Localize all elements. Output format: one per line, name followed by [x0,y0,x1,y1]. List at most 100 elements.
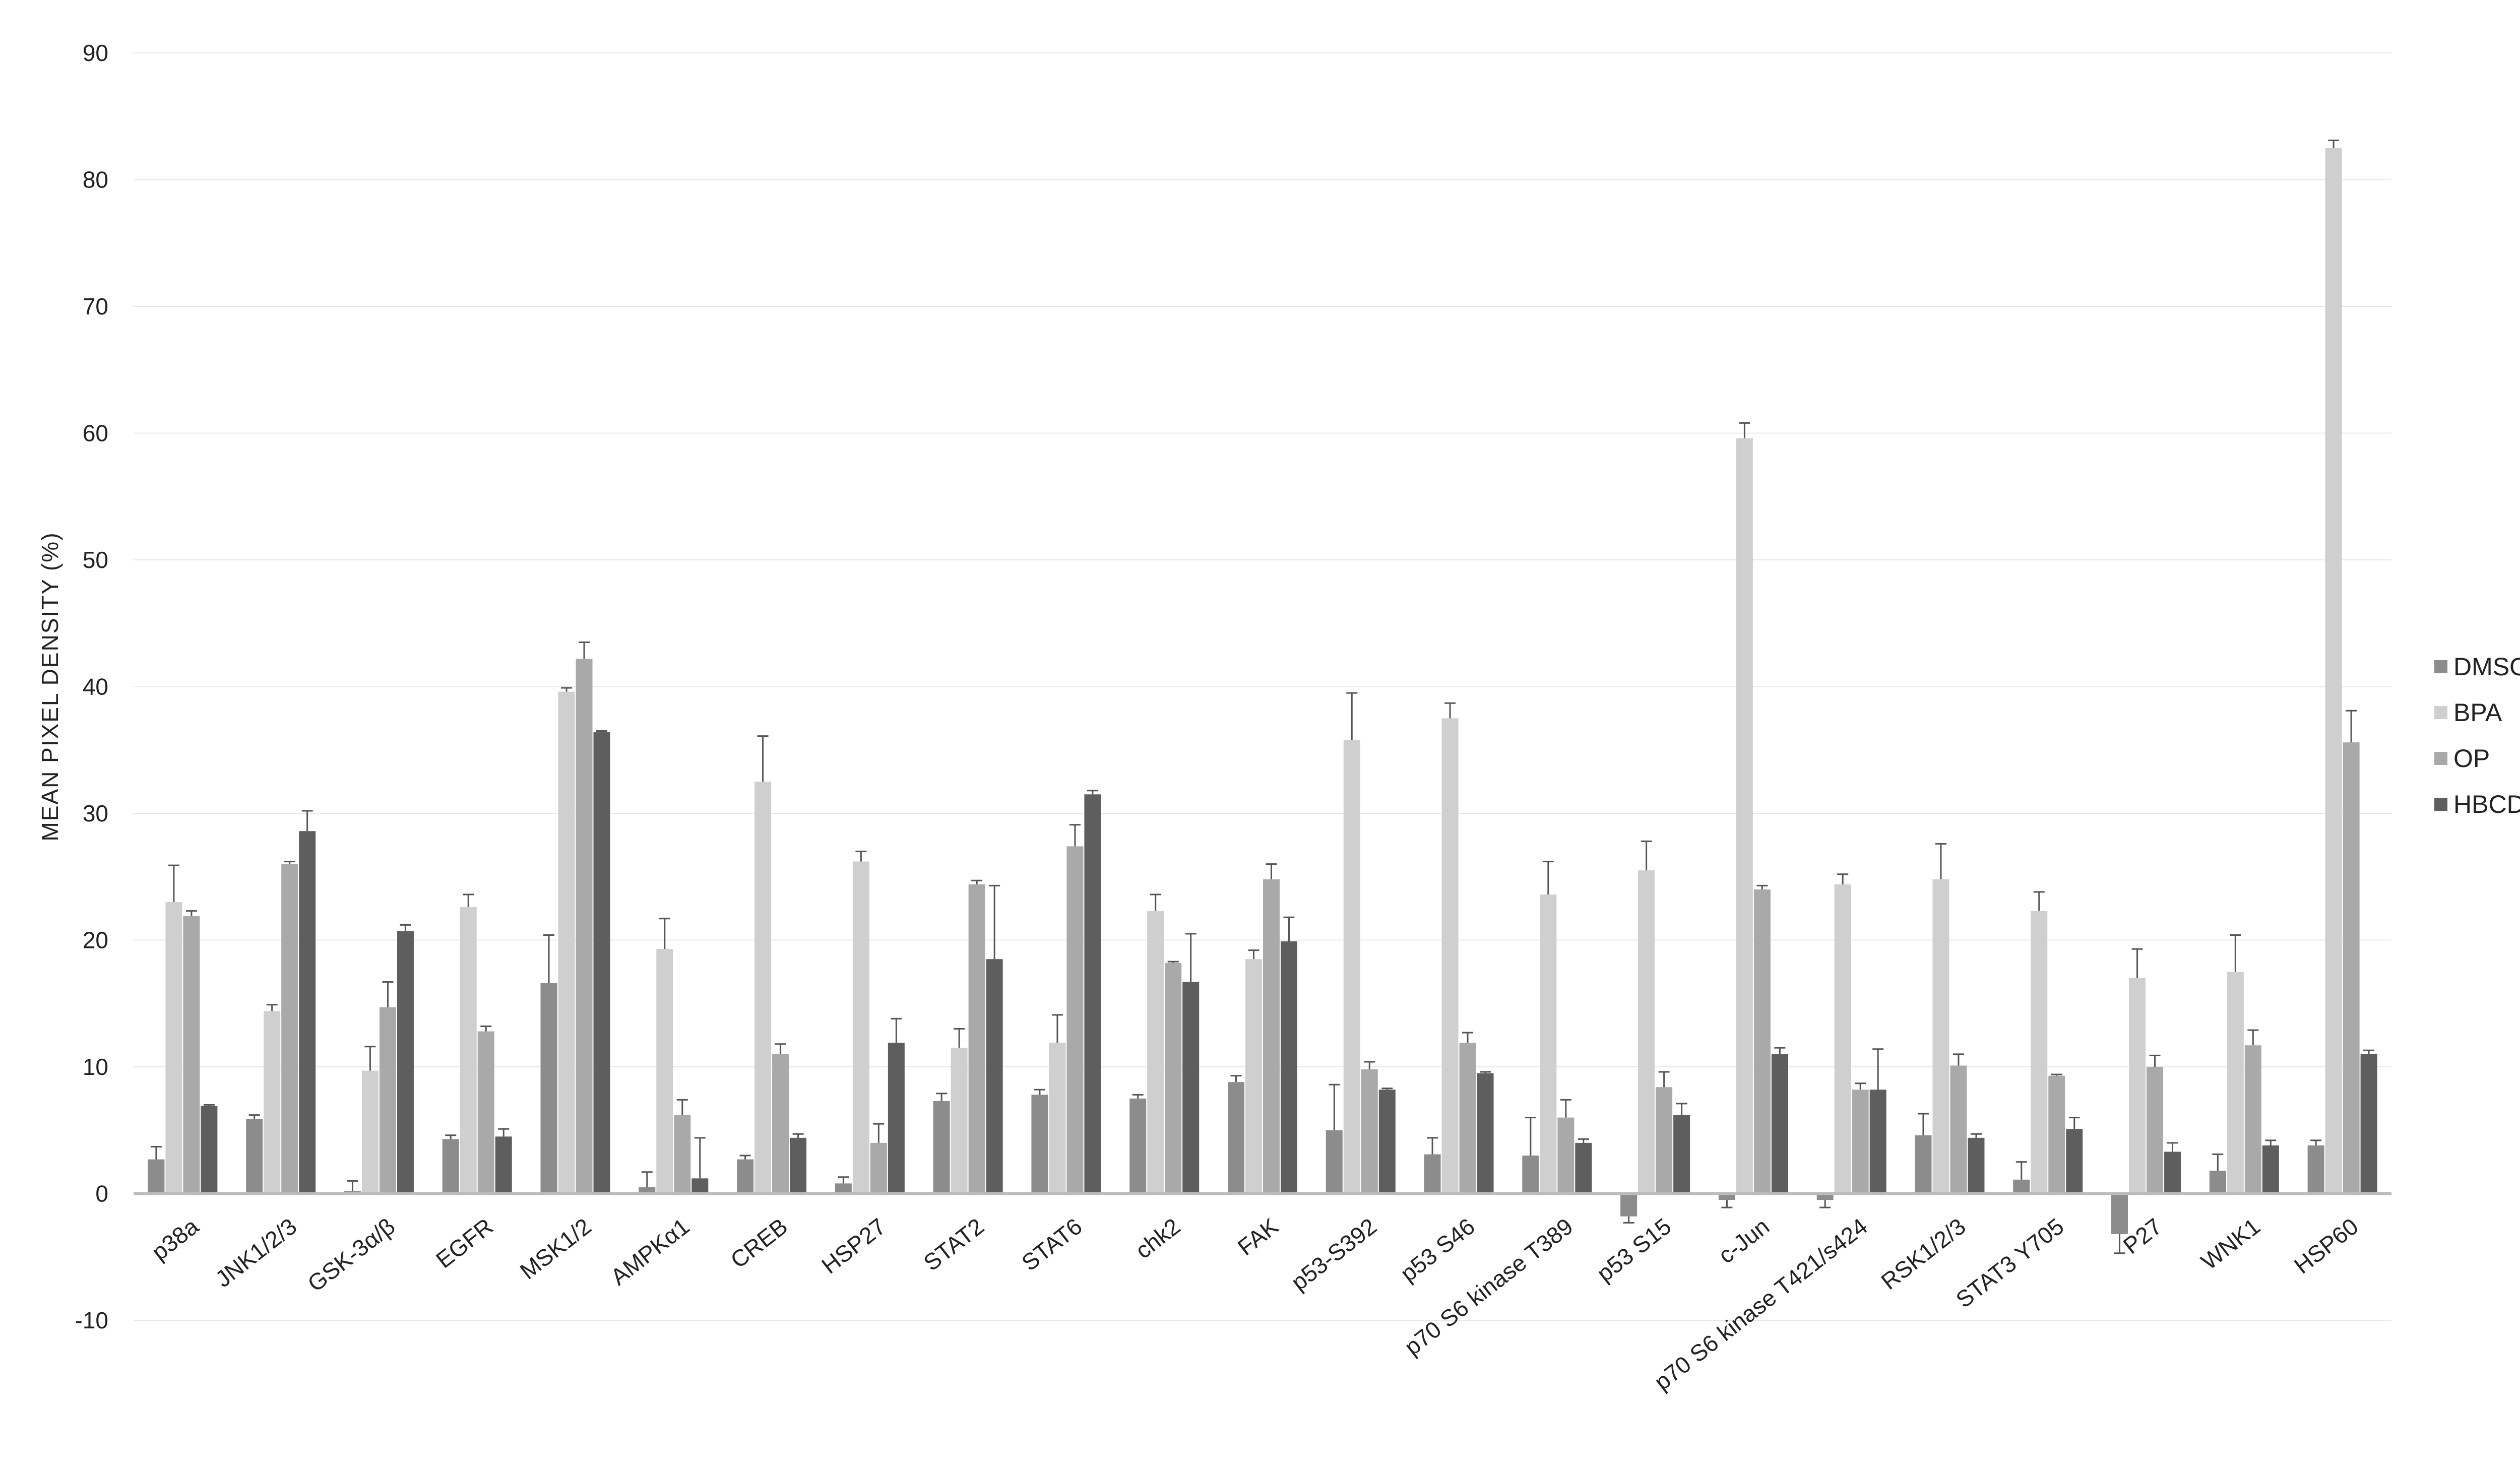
legend-swatch-hbcd [2434,798,2447,811]
x-tick-label: GSK-3α/β [302,1213,400,1297]
error-bar [400,924,411,931]
bar-hbcd [299,831,316,1194]
bar-bpa [1245,959,1262,1194]
x-tick-label: p53-S392 [1286,1213,1381,1296]
x-tick-label: RSK1/2/3 [1876,1213,1970,1295]
legend-label-hbcd: HBCD [2453,790,2520,818]
bar-bpa [852,861,869,1194]
bar-dmso [1424,1154,1441,1194]
error-bar [1525,1117,1536,1156]
bar-op [1066,846,1084,1194]
error-bar [1150,893,1161,911]
bar-dmso [1522,1156,1539,1194]
error-bar [1970,1133,1982,1138]
error-bar [2068,1117,2080,1129]
y-tick-label: 10 [83,1054,108,1080]
bar-dmso [1031,1095,1048,1194]
error-bar [364,1046,376,1071]
bar-dmso [933,1101,950,1194]
error-bar [2212,1154,2224,1171]
error-bar [150,1145,162,1160]
bar-hbcd [1378,1090,1396,1194]
bar-op [2343,742,2360,1194]
bar-op [2048,1075,2065,1194]
error-bar [1623,1216,1634,1224]
bar-hbcd [593,732,610,1194]
legend-swatch-op [2434,752,2447,765]
bar-bpa [1049,1043,1066,1194]
error-bar [1917,1113,1929,1135]
bar-dmso [1326,1130,1343,1194]
x-tick-label: STAT2 [918,1213,988,1276]
y-tick-label: 40 [83,674,108,700]
error-bar [1034,1089,1045,1095]
x-tick-label: WNK1 [2196,1213,2265,1275]
bars [148,148,2377,1234]
error-bar [2265,1139,2277,1145]
bar-op [1852,1090,1869,1194]
error-bar [1444,702,1456,719]
bar-op [183,916,200,1194]
error-bar [2131,948,2143,978]
error-bar [596,730,608,733]
bar-op [379,1007,396,1194]
x-tick-label: p70 S6 kinase T389 [1400,1213,1578,1360]
bar-dmso [1718,1193,1735,1200]
error-bar [284,861,295,864]
error-bar [347,1180,358,1191]
y-tick-label: 0 [95,1181,108,1207]
x-tick-label: EGFR [431,1213,498,1273]
bar-bpa [1736,438,1753,1194]
bar-bpa [1343,740,1360,1194]
error-bars [150,140,2375,1254]
bar-op [1263,879,1280,1194]
error-bar [2328,140,2340,148]
bar-hbcd [201,1106,218,1194]
bar-bpa [2227,972,2244,1194]
error-bar [1952,1053,1964,1066]
bar-op [1753,889,1771,1194]
bar-dmso [737,1159,754,1194]
error-bar [445,1134,457,1139]
bar-hbcd [1084,794,1101,1194]
x-tick-label: HSP60 [2289,1213,2363,1279]
bar-dmso [540,983,557,1194]
x-tick-label: p53 S46 [1396,1213,1480,1287]
bar-hbcd [495,1136,512,1194]
error-bar [1346,692,1358,740]
error-bar [971,879,983,884]
bar-dmso [2209,1171,2226,1194]
error-bar [2310,1139,2322,1145]
bar-bpa [1147,911,1164,1194]
error-bar [463,893,474,908]
bar-dmso [1129,1098,1147,1194]
error-bar [641,1171,653,1187]
error-bar [2033,891,2045,911]
error-bar [561,687,573,692]
error-bar [1721,1200,1733,1208]
error-bar [382,981,394,1007]
y-axis-label: MEAN PIXEL DENSITY (%) [37,532,63,841]
bar-hbcd [1281,941,1297,1194]
error-bar [838,1176,849,1184]
x-axis-ticks: p38a JNK1/2/3 GSK-3α/β EGFR MSK1/2 AMPKα1 CREB… [147,1213,2363,1395]
bar-hbcd [1477,1073,1494,1194]
error-bar [757,735,769,782]
error-bar [989,884,1000,960]
error-bar [1560,1099,1571,1118]
error-bar [1132,1094,1144,1099]
bar-op [1557,1117,1574,1194]
error-bar [1480,1071,1491,1073]
bar-op [674,1115,691,1194]
error-bar [659,918,670,949]
y-tick-label: 80 [83,167,108,193]
y-tick-label: 30 [83,800,108,826]
error-bar [168,864,179,903]
bar-dmso [1915,1135,1932,1194]
bar-bpa [165,902,182,1194]
bar-op [1656,1087,1673,1194]
bar-hbcd [2360,1054,2377,1194]
error-bar [1266,863,1277,879]
bar-hbcd [2066,1129,2083,1194]
x-tick-label: c-Jun [1713,1213,1774,1268]
